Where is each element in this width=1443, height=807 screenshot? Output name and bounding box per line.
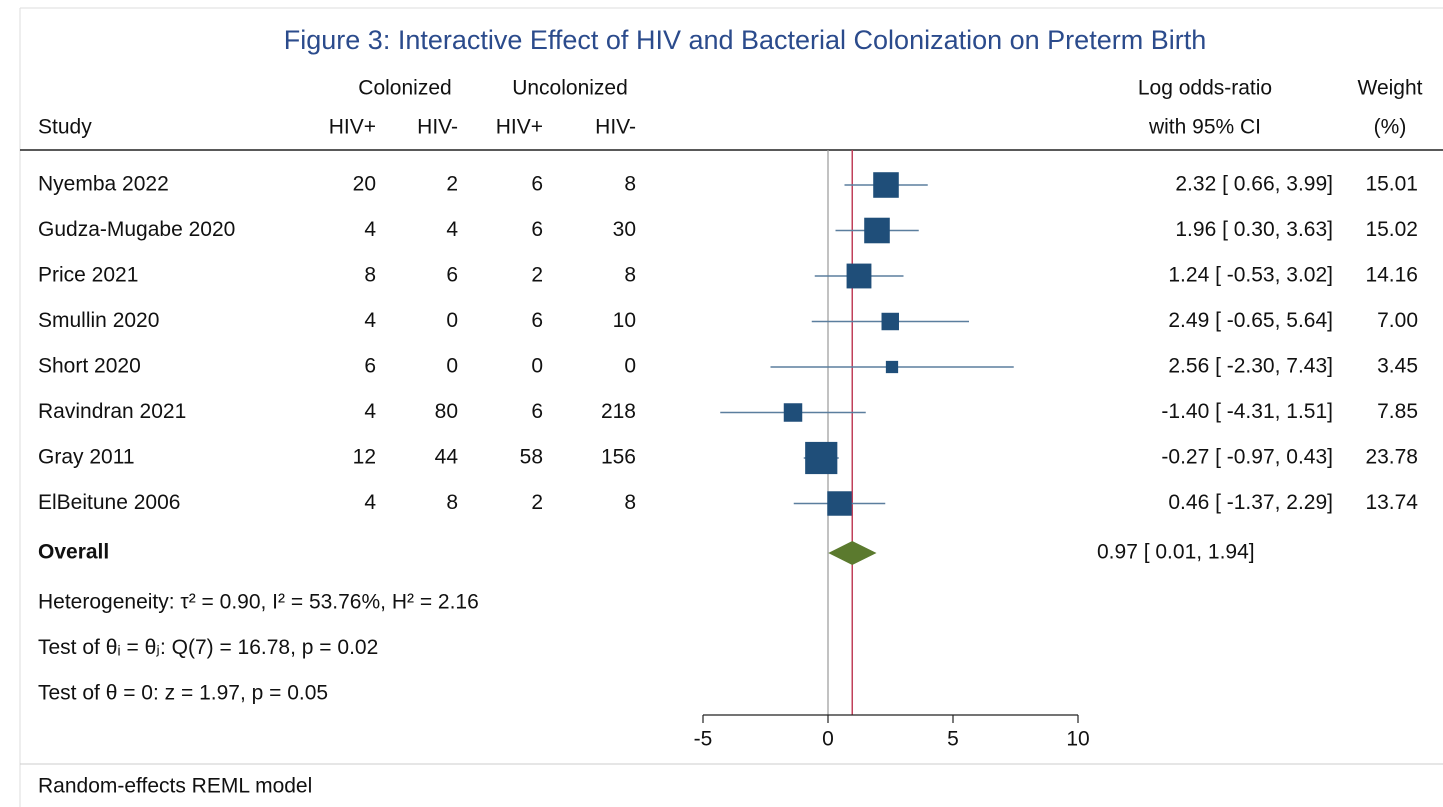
count: 4 <box>364 400 376 423</box>
column-group-header: Uncolonized <box>512 77 628 100</box>
count: 6 <box>446 264 458 287</box>
weight-label: 13.74 <box>1365 491 1418 514</box>
count: 0 <box>446 355 458 378</box>
count: 218 <box>601 400 636 423</box>
x-tick-label: 5 <box>947 728 959 751</box>
count: 4 <box>364 491 376 514</box>
count: 8 <box>446 491 458 514</box>
count: 2 <box>531 264 543 287</box>
stat-note: Heterogeneity: τ² = 0.90, I² = 53.76%, H… <box>38 591 479 614</box>
effect-label: -0.27 [ -0.97, 0.43] <box>1161 446 1333 469</box>
count: 0 <box>446 309 458 332</box>
effect-label: 1.24 [ -0.53, 3.02] <box>1168 264 1333 287</box>
count: 6 <box>364 355 376 378</box>
count: 4 <box>364 309 376 332</box>
effect-label: 2.56 [ -2.30, 7.43] <box>1168 355 1333 378</box>
count: 6 <box>531 309 543 332</box>
study-square <box>885 360 899 374</box>
chart-title: Figure 3: Interactive Effect of HIV and … <box>284 25 1206 55</box>
effect-label: 2.49 [ -0.65, 5.64] <box>1168 309 1333 332</box>
x-tick-label: -5 <box>694 728 713 751</box>
study-square <box>827 491 852 516</box>
weight-label: 23.78 <box>1365 446 1418 469</box>
count: 2 <box>446 173 458 196</box>
study-header: Study <box>38 116 92 139</box>
column-header: HIV+ <box>496 116 543 139</box>
stat-note: Test of θᵢ = θⱼ: Q(7) = 16.78, p = 0.02 <box>38 636 378 659</box>
weight-header: (%) <box>1374 116 1407 139</box>
count: 6 <box>531 400 543 423</box>
count: 58 <box>520 446 543 469</box>
column-header: HIV+ <box>329 116 376 139</box>
weight-label: 7.85 <box>1377 400 1418 423</box>
stat-note: Test of θ = 0: z = 1.97, p = 0.05 <box>38 682 328 705</box>
effect-label: 1.96 [ 0.30, 3.63] <box>1175 218 1333 241</box>
effect-header: with 95% CI <box>1148 116 1261 139</box>
weight-label: 15.02 <box>1365 218 1418 241</box>
count: 8 <box>624 173 636 196</box>
count: 8 <box>364 264 376 287</box>
count: 156 <box>601 446 636 469</box>
count: 6 <box>531 218 543 241</box>
count: 12 <box>353 446 376 469</box>
study-square <box>783 403 803 422</box>
study-square <box>864 217 890 244</box>
count: 20 <box>353 173 376 196</box>
count: 0 <box>531 355 543 378</box>
study-name: Price 2021 <box>38 264 138 287</box>
study-square <box>846 263 872 289</box>
effect-label: 2.32 [ 0.66, 3.99] <box>1175 173 1333 196</box>
weight-header: Weight <box>1358 77 1423 100</box>
count: 8 <box>624 491 636 514</box>
study-square <box>805 441 838 475</box>
weight-label: 14.16 <box>1365 264 1418 287</box>
study-name: Nyemba 2022 <box>38 173 169 196</box>
x-tick-label: 10 <box>1066 728 1089 751</box>
effect-header: Log odds-ratio <box>1138 77 1272 100</box>
count: 10 <box>613 309 636 332</box>
count: 0 <box>624 355 636 378</box>
study-name: ElBeitune 2006 <box>38 491 180 514</box>
weight-label: 7.00 <box>1377 309 1418 332</box>
effect-label: 0.46 [ -1.37, 2.29] <box>1168 491 1333 514</box>
study-name: Gudza-Mugabe 2020 <box>38 218 235 241</box>
overall-name: Overall <box>38 541 109 564</box>
study-square <box>873 172 899 198</box>
count: 4 <box>364 218 376 241</box>
column-header: HIV- <box>595 116 636 139</box>
effect-label: 0.97 [ 0.01, 1.94] <box>1097 541 1255 564</box>
study-name: Smullin 2020 <box>38 309 159 332</box>
count: 30 <box>613 218 636 241</box>
count: 80 <box>435 400 458 423</box>
footer-note: Random-effects REML model <box>38 775 312 798</box>
count: 4 <box>446 218 458 241</box>
overall-diamond <box>828 541 877 565</box>
count: 8 <box>624 264 636 287</box>
count: 44 <box>435 446 459 469</box>
study-name: Gray 2011 <box>38 446 135 469</box>
study-name: Short 2020 <box>38 355 141 378</box>
count: 2 <box>531 491 543 514</box>
column-header: HIV- <box>417 116 458 139</box>
weight-label: 15.01 <box>1365 173 1418 196</box>
study-name: Ravindran 2021 <box>38 400 186 423</box>
count: 6 <box>531 173 543 196</box>
weight-label: 3.45 <box>1377 355 1418 378</box>
x-tick-label: 0 <box>822 728 834 751</box>
column-group-header: Colonized <box>358 77 451 100</box>
effect-label: -1.40 [ -4.31, 1.51] <box>1161 400 1333 423</box>
study-square <box>881 312 899 331</box>
